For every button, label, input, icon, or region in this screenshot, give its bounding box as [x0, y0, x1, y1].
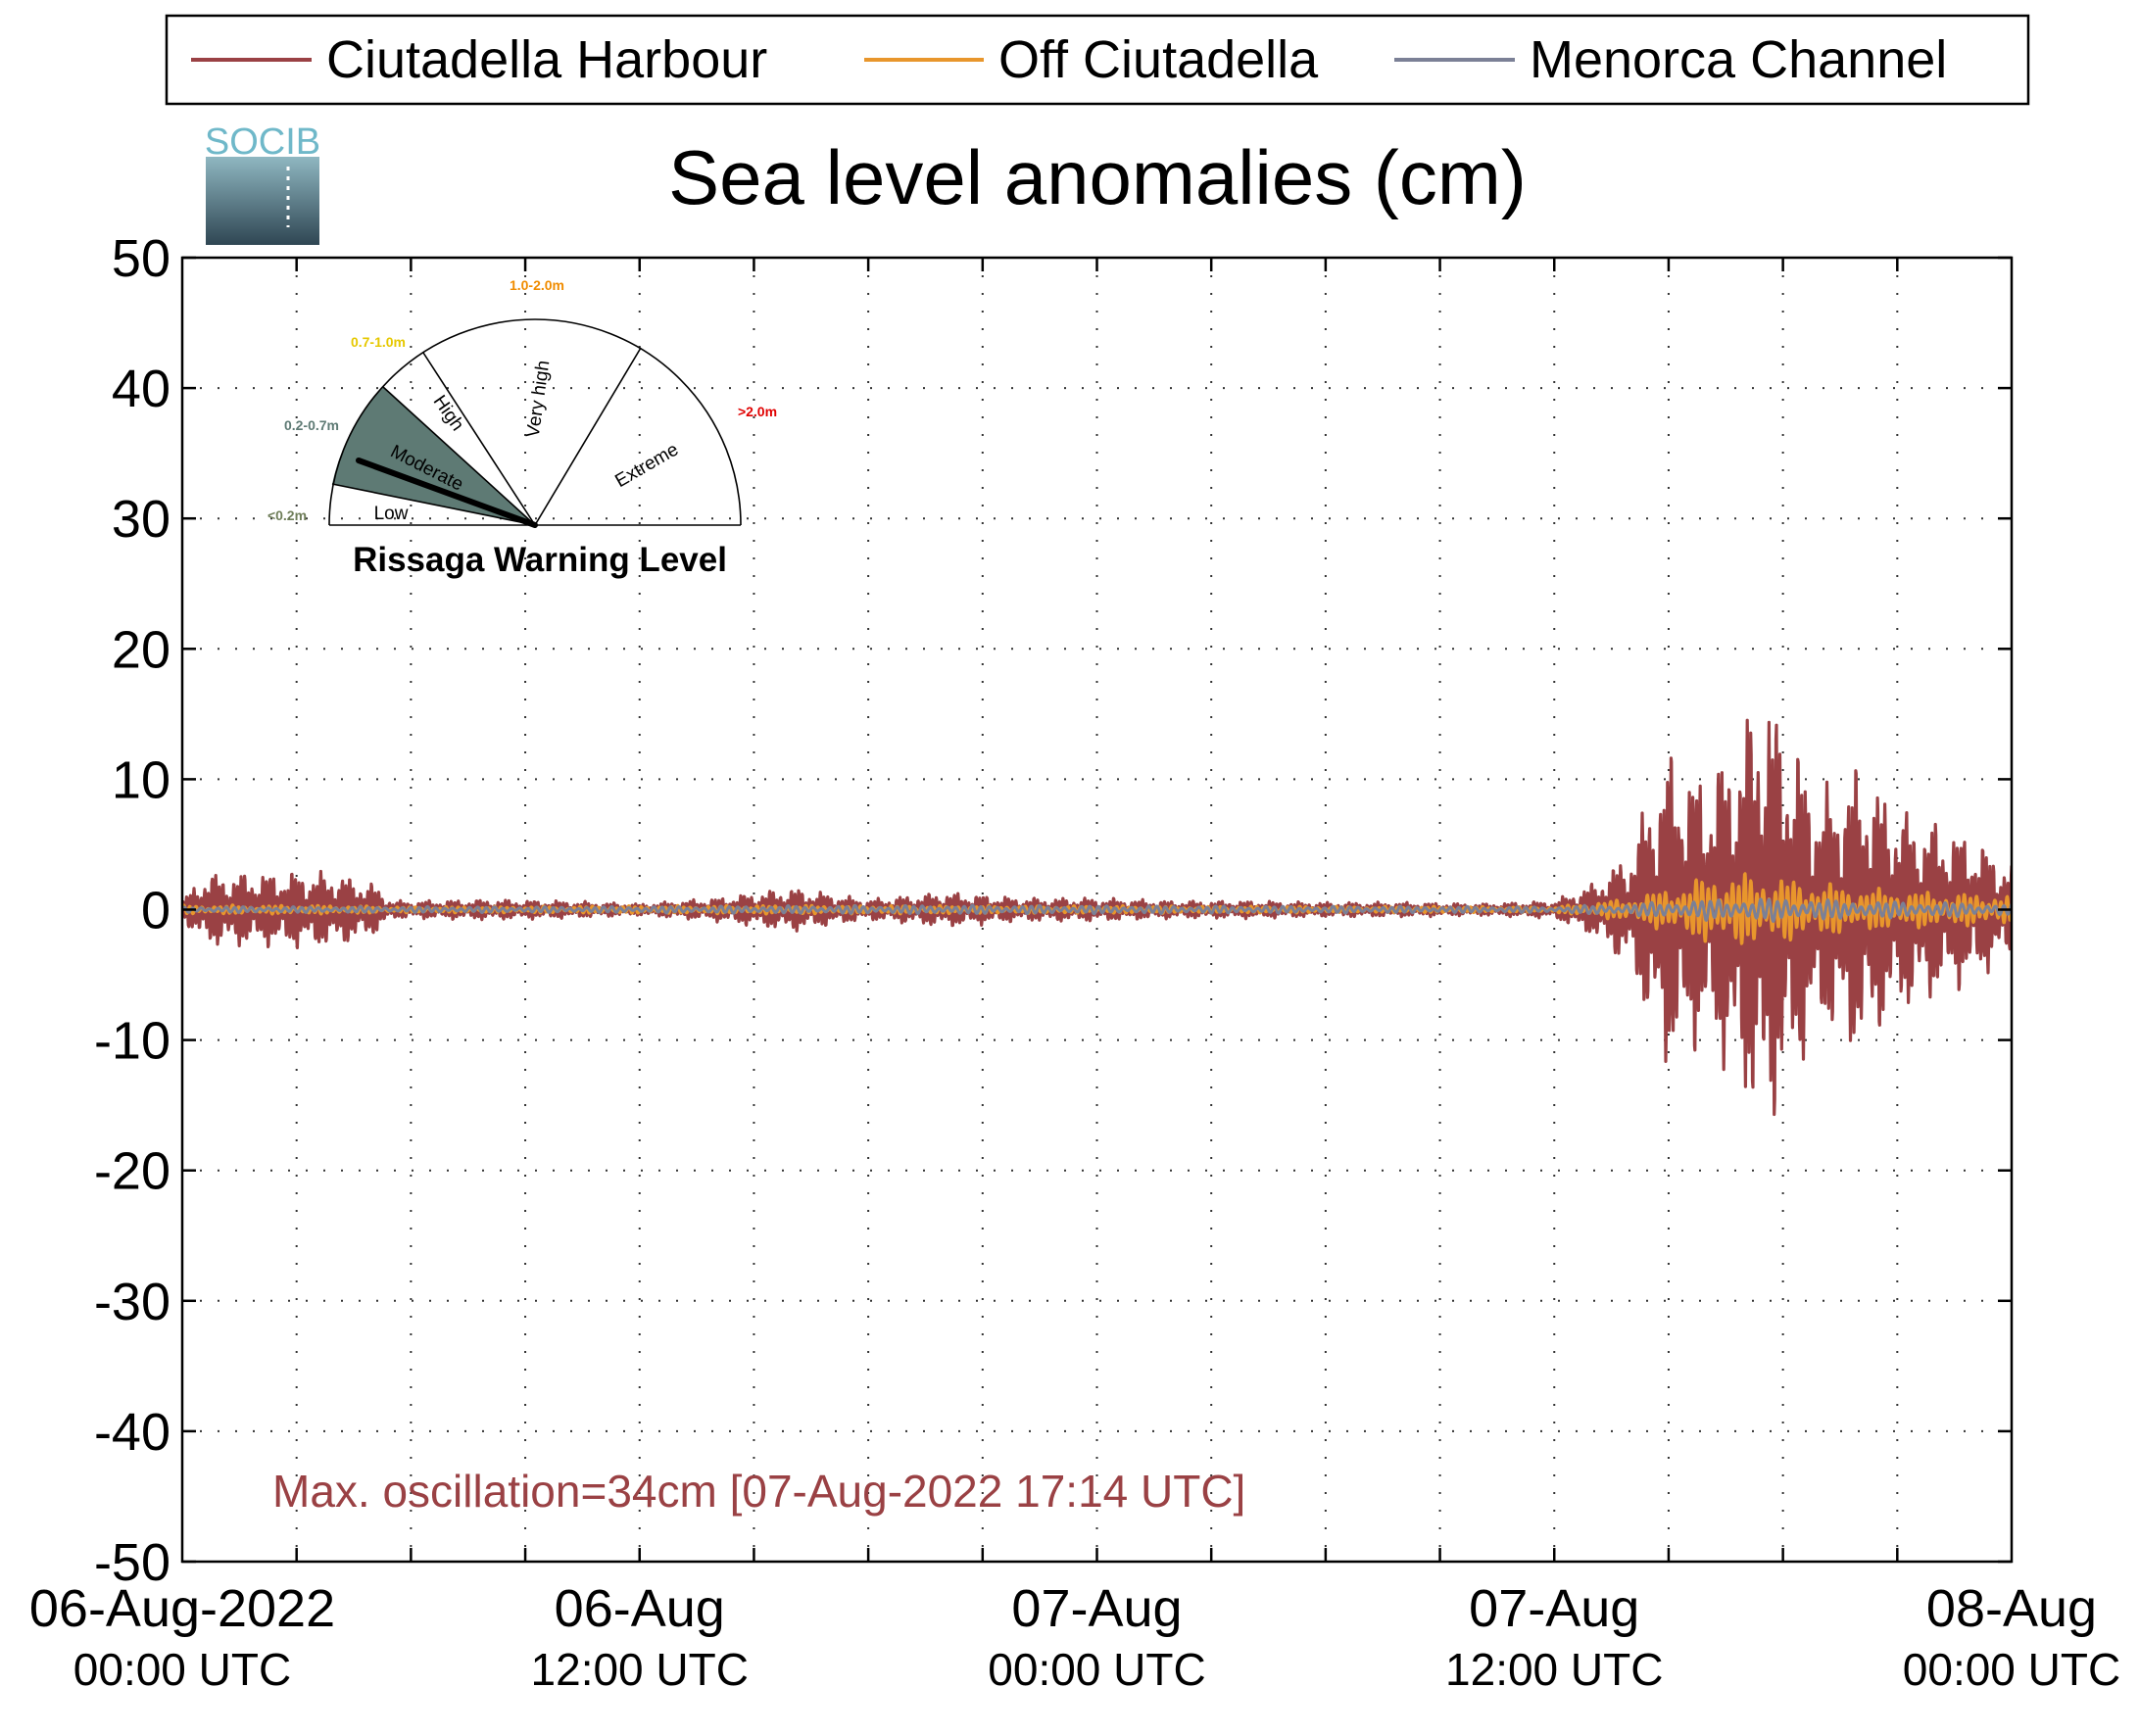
- x-tick-label-date: 06-Aug: [555, 1579, 725, 1638]
- gauge-arc: [328, 318, 742, 526]
- x-tick-label-time: 00:00 UTC: [1903, 1644, 2120, 1695]
- y-tick-label: -30: [94, 1273, 170, 1331]
- rissaga-warning-gauge: Low Moderate High Very high Extreme <0.2…: [267, 277, 777, 579]
- legend-box: [165, 14, 2030, 106]
- logo-text: SOCIB: [205, 121, 320, 163]
- max-oscillation-annotation: Max. oscillation=34cm [07-Aug-2022 17:14…: [272, 1466, 1245, 1517]
- x-tick-label-date: 08-Aug: [1926, 1579, 2097, 1638]
- y-tick-label: 20: [112, 620, 170, 679]
- x-tick-label-date: 07-Aug: [1469, 1579, 1639, 1638]
- gauge-divider-4: [534, 347, 642, 526]
- series-layer: [182, 718, 2012, 1117]
- y-tick-label: -40: [94, 1403, 170, 1462]
- gauge-range-extreme: >2.0m: [738, 404, 777, 419]
- legend-label-ciutadella-harbour: Ciutadella Harbour: [326, 30, 767, 89]
- gauge-divider-2: [382, 386, 536, 526]
- y-tick-label: 0: [141, 882, 170, 940]
- gauge-label-high: High: [429, 392, 468, 435]
- gauge-needle: [356, 458, 538, 528]
- series-line-menorca-channel: [182, 897, 2012, 923]
- gauge-label-very-high: Very high: [523, 360, 555, 439]
- x-tick-label-time: 12:00 UTC: [1445, 1644, 1663, 1695]
- x-tick-label-date: 06-Aug-2022: [29, 1579, 335, 1638]
- y-tick-label: -10: [94, 1012, 170, 1071]
- x-tick-label-time: 12:00 UTC: [531, 1644, 749, 1695]
- gauge-range-low: <0.2m: [267, 507, 307, 523]
- gauge-divider-1: [331, 483, 536, 526]
- x-tick-label-time: 00:00 UTC: [73, 1644, 291, 1695]
- y-tick-label: 40: [112, 360, 170, 418]
- x-tick-label-date: 07-Aug: [1011, 1579, 1182, 1638]
- y-tick-label: -50: [94, 1533, 170, 1592]
- gauge-range-moderate: 0.2-0.7m: [284, 417, 339, 433]
- y-tick-label: 50: [112, 229, 170, 288]
- y-tick-label: 30: [112, 490, 170, 549]
- y-tick-label: -20: [94, 1142, 170, 1201]
- gauge-label-low: Low: [374, 504, 409, 524]
- legend-label-menorca-channel: Menorca Channel: [1530, 30, 1947, 89]
- gauge-range-very-high: 1.0-2.0m: [510, 277, 564, 293]
- socib-logo: SOCIB: [205, 121, 320, 245]
- gauge-title: Rissaga Warning Level: [353, 541, 727, 579]
- y-tick-label: 10: [112, 750, 170, 809]
- logo-wave-block: [206, 157, 319, 245]
- legend-label-off-ciutadella: Off Ciutadella: [998, 30, 1319, 89]
- x-tick-label-time: 00:00 UTC: [988, 1644, 1205, 1695]
- gauge-range-high: 0.7-1.0m: [351, 334, 406, 350]
- chart-title: Sea level anomalies (cm): [668, 134, 1527, 220]
- gauge-sector-moderate-fill: [332, 387, 535, 525]
- gauge-label-extreme: Extreme: [611, 439, 682, 492]
- legend: Ciutadella Harbour Off Ciutadella Menorc…: [165, 14, 2030, 106]
- gauge-divider-3: [422, 352, 536, 526]
